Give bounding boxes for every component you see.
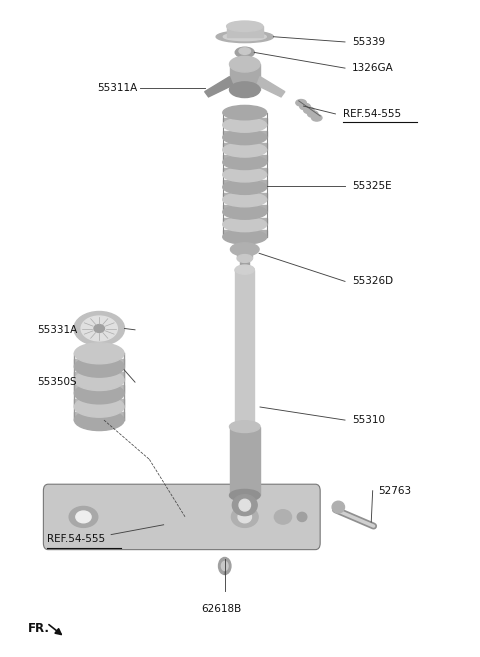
Ellipse shape bbox=[74, 409, 124, 430]
Text: 55311A: 55311A bbox=[97, 83, 137, 93]
Ellipse shape bbox=[308, 111, 318, 118]
Bar bbox=[74, 372, 124, 380]
Ellipse shape bbox=[81, 316, 117, 341]
Bar bbox=[223, 193, 267, 200]
Ellipse shape bbox=[94, 325, 105, 332]
Ellipse shape bbox=[229, 420, 260, 432]
Text: 55325E: 55325E bbox=[352, 181, 392, 191]
Text: REF.54-555: REF.54-555 bbox=[47, 534, 105, 544]
Bar bbox=[223, 217, 267, 225]
Ellipse shape bbox=[223, 217, 267, 232]
Bar bbox=[223, 143, 267, 150]
Text: 55310: 55310 bbox=[352, 415, 385, 425]
Ellipse shape bbox=[238, 511, 252, 523]
Ellipse shape bbox=[235, 265, 254, 274]
Bar bbox=[227, 26, 263, 37]
Ellipse shape bbox=[223, 130, 267, 145]
Ellipse shape bbox=[221, 561, 228, 570]
Ellipse shape bbox=[223, 205, 267, 219]
Ellipse shape bbox=[223, 105, 267, 120]
Ellipse shape bbox=[223, 168, 267, 182]
Ellipse shape bbox=[216, 31, 274, 43]
Bar bbox=[223, 118, 267, 125]
Bar bbox=[74, 359, 124, 367]
Ellipse shape bbox=[223, 143, 267, 157]
Ellipse shape bbox=[297, 512, 307, 522]
Ellipse shape bbox=[300, 103, 310, 110]
Ellipse shape bbox=[223, 230, 267, 244]
Ellipse shape bbox=[235, 47, 254, 58]
Ellipse shape bbox=[237, 254, 252, 262]
Text: 55331A: 55331A bbox=[37, 325, 77, 335]
Bar bbox=[223, 168, 267, 175]
Ellipse shape bbox=[304, 107, 314, 114]
Ellipse shape bbox=[74, 311, 124, 346]
Ellipse shape bbox=[223, 118, 267, 132]
Bar bbox=[223, 230, 267, 237]
Ellipse shape bbox=[296, 99, 306, 106]
Bar bbox=[74, 412, 124, 420]
Ellipse shape bbox=[74, 383, 124, 404]
Text: FR.: FR. bbox=[28, 622, 49, 635]
Ellipse shape bbox=[229, 489, 260, 501]
Ellipse shape bbox=[229, 82, 260, 97]
Ellipse shape bbox=[74, 343, 124, 364]
Ellipse shape bbox=[74, 370, 124, 390]
Polygon shape bbox=[204, 77, 233, 97]
Ellipse shape bbox=[235, 265, 254, 275]
FancyBboxPatch shape bbox=[43, 484, 320, 550]
Text: 62618B: 62618B bbox=[201, 604, 241, 614]
Bar bbox=[229, 426, 260, 495]
Ellipse shape bbox=[218, 558, 231, 574]
Ellipse shape bbox=[232, 495, 257, 516]
Bar bbox=[74, 399, 124, 407]
Ellipse shape bbox=[231, 507, 258, 528]
Text: 55339: 55339 bbox=[352, 37, 385, 47]
Ellipse shape bbox=[312, 114, 322, 121]
Ellipse shape bbox=[223, 33, 266, 41]
Text: 55326D: 55326D bbox=[352, 277, 393, 286]
Ellipse shape bbox=[74, 396, 124, 417]
Bar bbox=[223, 131, 267, 137]
Polygon shape bbox=[257, 77, 285, 97]
Ellipse shape bbox=[332, 501, 345, 513]
Bar bbox=[229, 64, 260, 90]
Bar bbox=[235, 269, 254, 430]
Bar bbox=[240, 257, 249, 270]
Ellipse shape bbox=[69, 507, 98, 528]
Text: 1326GA: 1326GA bbox=[352, 63, 394, 73]
Ellipse shape bbox=[275, 510, 291, 524]
Text: REF.54-555: REF.54-555 bbox=[343, 109, 401, 119]
Bar bbox=[237, 248, 252, 258]
Text: 55350S: 55350S bbox=[37, 377, 77, 387]
Ellipse shape bbox=[239, 499, 251, 511]
Ellipse shape bbox=[74, 356, 124, 377]
Bar bbox=[74, 386, 124, 394]
Ellipse shape bbox=[223, 193, 267, 207]
Ellipse shape bbox=[239, 48, 251, 55]
Text: 52763: 52763 bbox=[378, 486, 411, 496]
Ellipse shape bbox=[230, 243, 259, 256]
Ellipse shape bbox=[223, 180, 267, 194]
Ellipse shape bbox=[229, 57, 260, 72]
Bar bbox=[223, 156, 267, 162]
Ellipse shape bbox=[227, 21, 263, 32]
Bar bbox=[223, 181, 267, 187]
Bar bbox=[223, 205, 267, 212]
Ellipse shape bbox=[223, 155, 267, 170]
Ellipse shape bbox=[76, 511, 91, 523]
